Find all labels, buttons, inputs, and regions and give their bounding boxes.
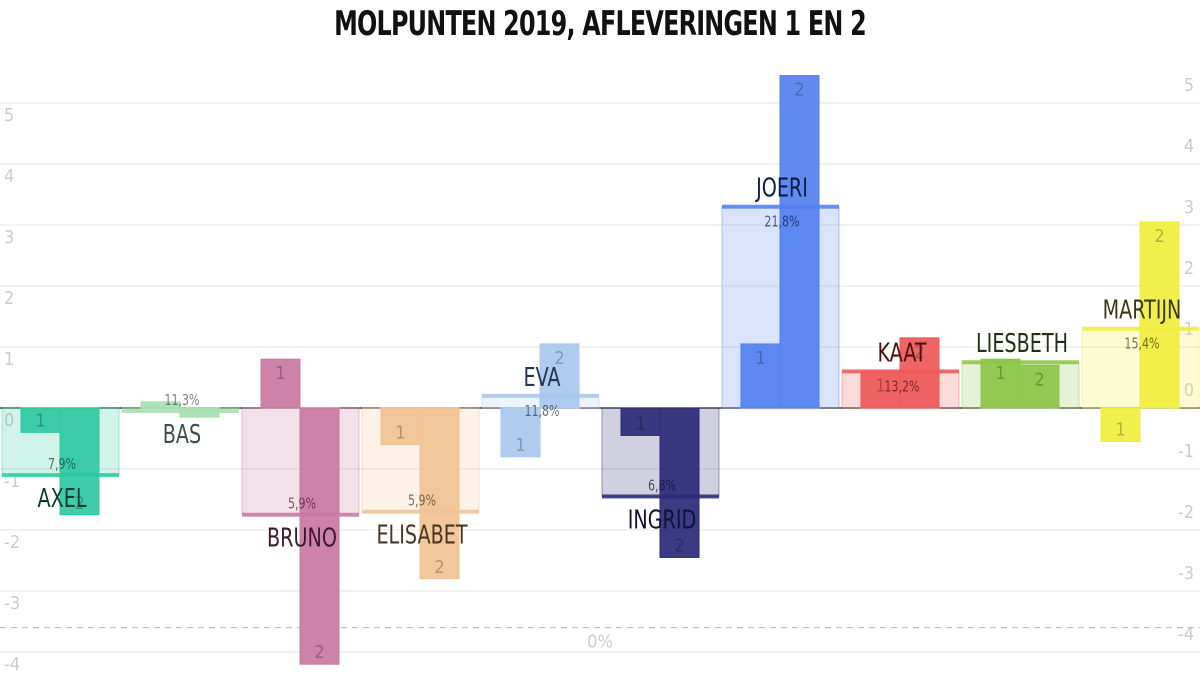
bar-ingrid-episode1 xyxy=(620,407,661,436)
average-line-kaat xyxy=(842,369,959,374)
average-line-martijn xyxy=(1082,326,1199,331)
bar-axel-episode2 xyxy=(59,407,100,516)
candidate-percentage-eva: 11,8% xyxy=(524,403,559,420)
bar-joeri-episode1 xyxy=(740,343,781,409)
chart-title: MOLPUNTEN 2019, AFLEVERINGEN 1 EN 2 xyxy=(334,4,867,44)
y-tick-label-right: -3 xyxy=(1178,563,1194,584)
candidate-name-martijn: MARTIJN xyxy=(1103,295,1182,326)
candidate-name-elisabet: ELISABET xyxy=(376,520,468,551)
candidate-percentage-elisabet: 5,9% xyxy=(408,493,436,510)
average-line-liesbeth xyxy=(962,360,1079,365)
y-tick-label-right: 5 xyxy=(1184,75,1194,96)
y-tick-label-left: -2 xyxy=(4,532,20,553)
candidate-percentage-joeri: 21,8% xyxy=(764,214,799,231)
episode-label-eva-1: 1 xyxy=(515,435,525,456)
y-tick-label-left: 3 xyxy=(4,227,14,248)
candidate-percentage-kaat: 13,2% xyxy=(884,378,919,395)
y-tick-label-left: 1 xyxy=(4,349,14,370)
average-line-joeri xyxy=(722,204,839,209)
candidate-name-bruno: BRUNO xyxy=(267,523,337,554)
bar-eva-episode1 xyxy=(500,407,541,458)
average-line-axel xyxy=(2,473,119,478)
bar-ingrid-episode2 xyxy=(659,407,700,558)
bar-bruno-episode1 xyxy=(260,358,301,409)
bar-joeri-episode2 xyxy=(779,75,820,409)
candidate-name-joeri: JOERI xyxy=(754,173,808,204)
candidate-name-eva: EVA xyxy=(524,362,561,393)
y-tick-label-right: 0 xyxy=(1184,380,1194,401)
candidate-percentage-martijn: 15,4% xyxy=(1124,336,1159,353)
y-tick-label-left: -4 xyxy=(4,654,20,675)
average-line-elisabet xyxy=(362,509,479,514)
episode-label-joeri-2: 2 xyxy=(794,80,804,101)
reference-line-label: 0% xyxy=(587,632,613,653)
episode-label-bruno-1: 1 xyxy=(275,363,285,384)
bar-axel-episode1 xyxy=(20,407,61,433)
episode-label-kaat-2: 2 xyxy=(914,342,924,363)
average-line-eva xyxy=(482,393,599,398)
y-tick-label-right: 2 xyxy=(1184,258,1194,279)
episode-label-axel-1: 1 xyxy=(35,410,45,431)
average-line-bas xyxy=(122,409,239,414)
episode-label-elisabet-1: 1 xyxy=(395,423,405,444)
candidate-percentage-ingrid: 6,8% xyxy=(648,477,676,494)
bar-liesbeth-episode1 xyxy=(980,358,1021,409)
episode-label-axel-2: 2 xyxy=(74,493,84,514)
y-tick-label-right: -1 xyxy=(1178,441,1194,462)
episode-label-ingrid-2: 2 xyxy=(674,535,684,556)
candidate-name-kaat: KAAT xyxy=(877,337,927,368)
episode-label-joeri-1: 1 xyxy=(755,348,765,369)
candidate-name-ingrid: INGRID xyxy=(628,504,697,535)
episode-label-liesbeth-2: 2 xyxy=(1034,369,1044,390)
candidate-name-liesbeth: LIESBETH xyxy=(976,328,1068,359)
y-tick-label-left: 0 xyxy=(4,410,14,431)
y-tick-label-right: 4 xyxy=(1184,136,1194,157)
y-tick-label-left: 5 xyxy=(4,105,14,126)
bar-martijn-episode1 xyxy=(1100,407,1141,443)
candidate-percentage-bas: 11,3% xyxy=(164,392,199,409)
episode-label-eva-2: 2 xyxy=(554,348,564,369)
bar-bruno-episode2 xyxy=(299,407,340,665)
y-tick-label-right: 3 xyxy=(1184,197,1194,218)
y-tick-label-left: 4 xyxy=(4,166,14,187)
candidate-name-bas: BAS xyxy=(163,419,201,450)
y-tick-label-left: -3 xyxy=(4,593,20,614)
episode-label-bruno-2: 2 xyxy=(314,642,324,663)
bar-liesbeth-episode2 xyxy=(1019,364,1060,409)
episode-label-kaat-1: 1 xyxy=(875,375,885,396)
average-line-bruno xyxy=(242,512,359,517)
y-tick-label-left: 2 xyxy=(4,288,14,309)
y-tick-label-right: -4 xyxy=(1178,624,1194,645)
bar-elisabet-episode2 xyxy=(419,407,460,580)
candidate-percentage-bruno: 5,9% xyxy=(288,496,316,513)
candidate-percentage-axel: 7,9% xyxy=(48,456,76,473)
candidate-name-axel: AXEL xyxy=(37,483,86,514)
episode-label-martijn-2: 2 xyxy=(1154,226,1164,247)
bar-martijn-episode2 xyxy=(1139,221,1180,409)
episode-label-elisabet-2: 2 xyxy=(434,557,444,578)
average-line-ingrid xyxy=(602,494,719,499)
bar-kaat-episode1 xyxy=(860,370,901,409)
episode-label-martijn-1: 1 xyxy=(1115,420,1125,441)
bar-bas-episode1 xyxy=(140,401,181,409)
y-tick-label-right: -2 xyxy=(1178,502,1194,523)
episode-label-liesbeth-1: 1 xyxy=(995,363,1005,384)
episode-label-ingrid-1: 1 xyxy=(635,413,645,434)
